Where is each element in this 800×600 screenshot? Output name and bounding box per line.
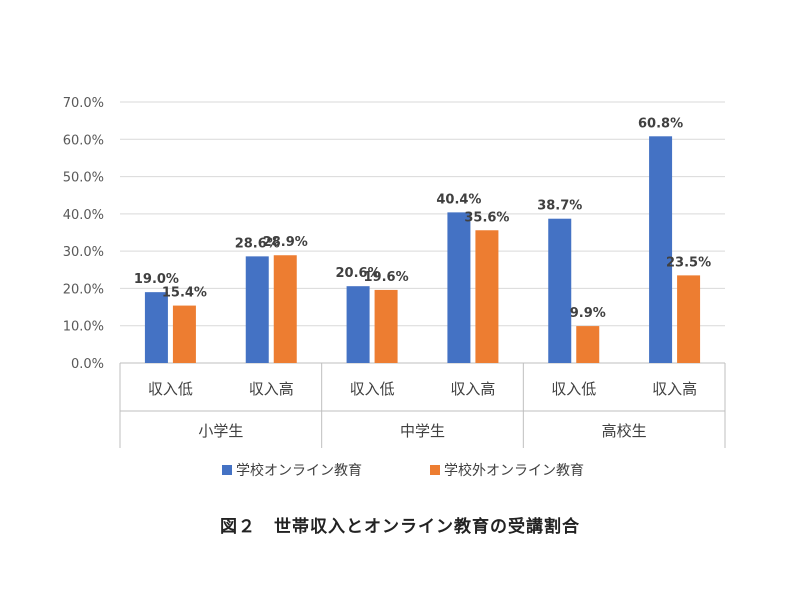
y-tick-label: 70.0%	[63, 96, 104, 111]
bar-school-online	[447, 212, 471, 363]
bar-school-online	[649, 136, 673, 363]
data-label: 20.6%	[336, 266, 381, 281]
data-label: 60.8%	[638, 116, 683, 131]
y-tick-label: 50.0%	[63, 171, 104, 186]
x-category-label: 収入低	[350, 380, 395, 398]
bar-school-online	[144, 292, 168, 363]
data-label: 35.6%	[464, 210, 509, 225]
x-category-label: 収入高	[249, 380, 294, 398]
y-tick-label: 0.0%	[71, 357, 104, 372]
legend-label: 学校外オンライン教育	[444, 462, 584, 479]
data-label: 19.0%	[134, 272, 179, 287]
bar-chart: 0.0% 10.0% 20.0% 30.0% 40.0% 50.0% 60.0% 70.0% 1…	[63, 96, 726, 479]
y-tick-label: 60.0%	[63, 133, 104, 148]
bar-outside-online	[273, 255, 297, 363]
data-label: 38.7%	[537, 199, 582, 214]
y-tick-label: 20.0%	[63, 282, 104, 297]
legend-swatch	[430, 465, 440, 475]
x-group-label: 小学生	[198, 422, 243, 440]
data-label: 15.4%	[162, 286, 207, 301]
data-label: 28.6%	[235, 236, 280, 251]
figure-caption: 図２ 世帯収入とオンライン教育の受講割合	[220, 517, 580, 537]
y-tick-label: 10.0%	[63, 320, 104, 335]
x-category-label: 収入低	[148, 380, 193, 398]
bar-outside-online	[576, 326, 600, 363]
x-category-label: 収入低	[551, 380, 596, 398]
x-category-label: 収入高	[652, 380, 697, 398]
data-label: 9.9%	[570, 306, 606, 321]
bar-school-online	[548, 218, 572, 363]
x-group-label: 中学生	[400, 422, 445, 440]
bar-outside-online	[677, 275, 701, 363]
data-label: 19.6%	[364, 270, 409, 285]
bar-school-online	[346, 286, 370, 363]
y-tick-label: 30.0%	[63, 245, 104, 260]
data-label: 28.9%	[263, 235, 308, 250]
bar-outside-online	[475, 230, 499, 363]
bar-outside-online	[374, 289, 398, 363]
bar-school-online	[245, 256, 269, 363]
data-label: 40.4%	[436, 192, 481, 207]
bar-outside-online	[172, 305, 196, 363]
x-category-label: 収入高	[450, 380, 495, 398]
x-group-label: 高校生	[602, 422, 647, 440]
y-tick-label: 40.0%	[63, 208, 104, 223]
data-label: 23.5%	[666, 255, 711, 270]
legend-swatch	[222, 465, 232, 475]
legend-label: 学校オンライン教育	[236, 462, 362, 479]
